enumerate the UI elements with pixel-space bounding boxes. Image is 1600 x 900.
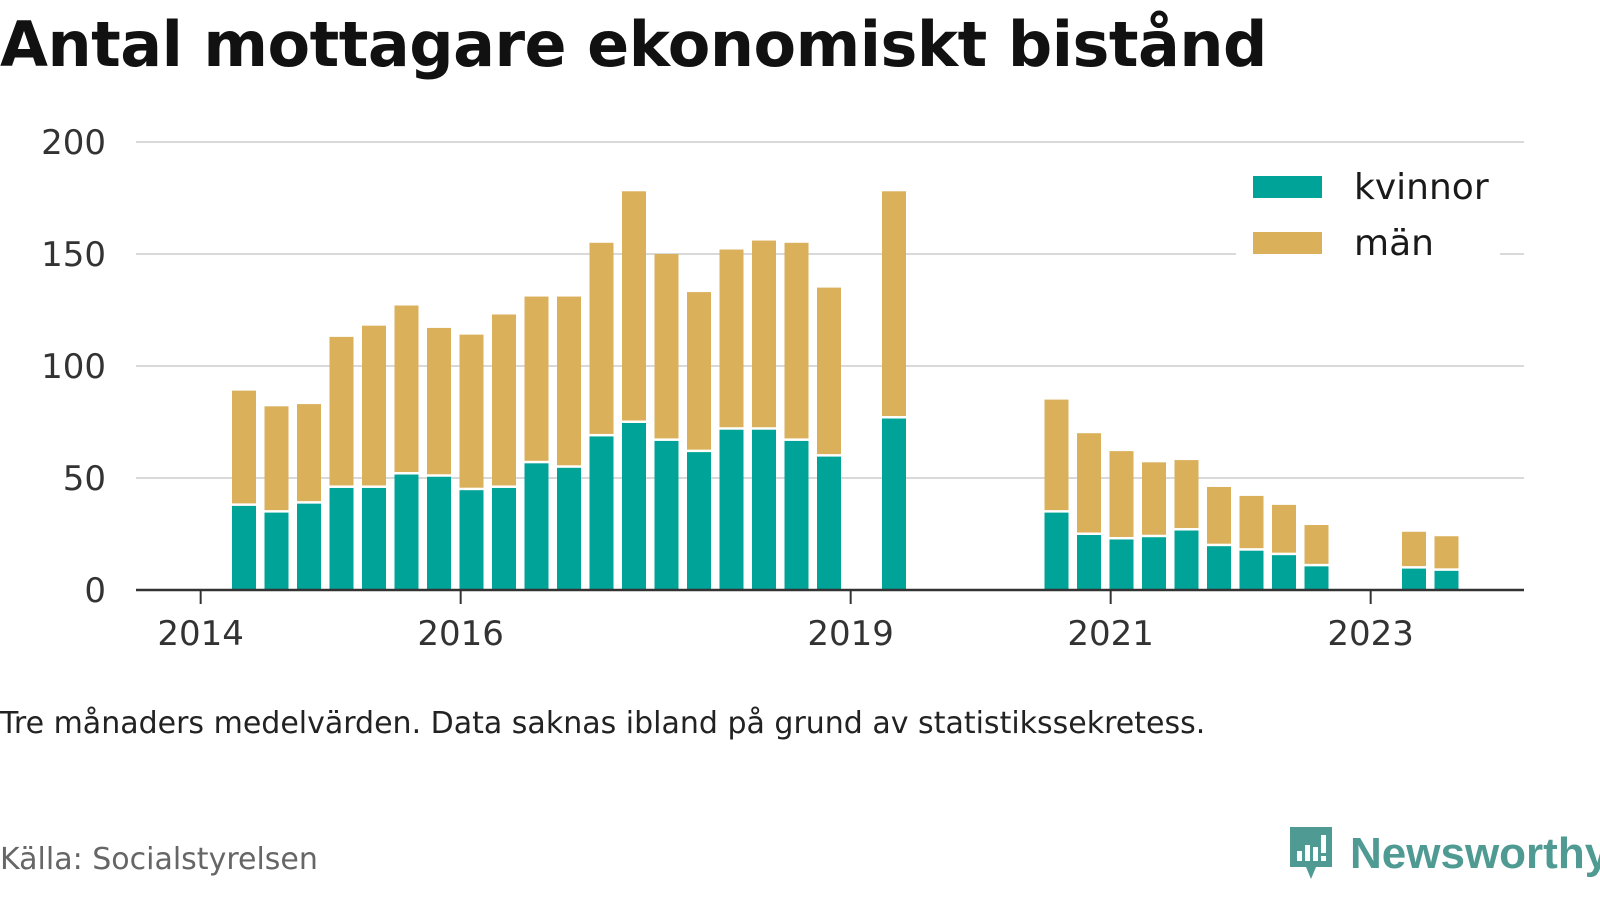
- bar-kvinnor: [492, 487, 516, 590]
- x-tick-label: 2019: [807, 614, 894, 654]
- bar-man: [817, 287, 841, 455]
- x-tick-label: 2014: [157, 614, 244, 654]
- bar-man: [1239, 495, 1264, 549]
- bar-man: [687, 292, 711, 450]
- bar-kvinnor: [1402, 568, 1426, 590]
- bar-man: [622, 191, 646, 421]
- bar-kvinnor: [329, 487, 354, 590]
- bar-kvinnor: [394, 474, 419, 590]
- bar-man: [589, 242, 614, 434]
- source-label: Källa: Socialstyrelsen: [0, 842, 318, 877]
- bar-man: [329, 336, 354, 486]
- bar-kvinnor: [524, 463, 549, 590]
- bar-kvinnor: [622, 423, 646, 590]
- newsworthy-logo-icon: [1290, 827, 1332, 879]
- brand-name: Newsworthy: [1350, 829, 1600, 878]
- bar-kvinnor: [1239, 550, 1264, 590]
- y-tick-label: 200: [41, 123, 106, 163]
- bar-kvinnor: [687, 452, 711, 590]
- y-tick-label: 0: [84, 571, 106, 611]
- bar-kvinnor: [232, 505, 256, 590]
- bar-kvinnor: [1174, 530, 1199, 590]
- bars: [232, 191, 1459, 590]
- bar-man: [232, 390, 256, 504]
- bar-kvinnor: [752, 429, 776, 590]
- bar-kvinnor: [1434, 570, 1459, 590]
- bar-kvinnor: [817, 456, 841, 590]
- bar-man: [394, 305, 419, 473]
- bar-kvinnor: [654, 440, 679, 590]
- bar-man: [1304, 525, 1329, 564]
- bar-kvinnor: [1044, 512, 1069, 590]
- x-tick-label: 2023: [1327, 614, 1414, 654]
- bar-kvinnor: [557, 467, 581, 590]
- legend-swatch-man: [1253, 232, 1322, 254]
- x-tick-label: 2021: [1067, 614, 1154, 654]
- bar-man: [719, 249, 744, 428]
- y-tick-label: 100: [41, 347, 106, 387]
- legend: kvinnor män: [1236, 160, 1500, 264]
- bar-man: [492, 314, 516, 486]
- bar-kvinnor: [1207, 546, 1231, 590]
- stacked-bar-chart: 0 50 100 150 200 2014 2016 2019 2021 2023 kvinno…: [41, 123, 1524, 654]
- chart-title: Antal mottagare ekonomiskt bistånd: [0, 8, 1267, 81]
- bar-kvinnor: [427, 476, 451, 590]
- bar-kvinnor: [882, 418, 906, 590]
- chart-note: Tre månaders medelvärden. Data saknas ib…: [0, 706, 1206, 741]
- bar-man: [882, 191, 906, 417]
- bar-kvinnor: [1077, 535, 1101, 590]
- bar-man: [752, 240, 776, 428]
- bar-man: [1402, 531, 1426, 567]
- bar-kvinnor: [784, 440, 809, 590]
- bar-man: [1044, 399, 1069, 511]
- x-tick-label: 2016: [417, 614, 504, 654]
- bar-kvinnor: [459, 490, 484, 590]
- bar-man: [1109, 451, 1134, 537]
- y-tick-label: 50: [63, 459, 106, 499]
- bar-man: [427, 327, 451, 475]
- bar-man: [524, 296, 549, 461]
- legend-swatch-kvinnor: [1253, 176, 1322, 198]
- bar-kvinnor: [1304, 566, 1329, 590]
- bar-man: [264, 406, 289, 511]
- bar-kvinnor: [1109, 539, 1134, 590]
- bar-kvinnor: [719, 429, 744, 590]
- bar-man: [1434, 536, 1459, 569]
- brand-logo: Newsworthy: [1286, 822, 1600, 886]
- bar-kvinnor: [589, 436, 614, 590]
- bar-man: [654, 254, 679, 439]
- bar-man: [557, 296, 581, 466]
- y-tick-label: 150: [41, 235, 106, 275]
- legend-label: kvinnor: [1354, 167, 1489, 208]
- bar-man: [362, 325, 386, 486]
- bar-man: [784, 242, 809, 439]
- y-axis-labels: 0 50 100 150 200: [41, 123, 106, 611]
- bar-kvinnor: [264, 512, 289, 590]
- legend-label: män: [1354, 223, 1434, 264]
- bar-kvinnor: [297, 503, 321, 590]
- bar-kvinnor: [1142, 537, 1166, 590]
- bar-kvinnor: [1272, 555, 1296, 590]
- bar-man: [1174, 460, 1199, 529]
- bar-man: [1272, 504, 1296, 553]
- bar-man: [297, 404, 321, 502]
- x-axis-ticks: 2014 2016 2019 2021 2023: [157, 590, 1414, 654]
- bar-man: [1207, 486, 1231, 544]
- bar-man: [459, 334, 484, 488]
- bar-man: [1077, 433, 1101, 533]
- bar-kvinnor: [362, 487, 386, 590]
- bar-man: [1142, 462, 1166, 535]
